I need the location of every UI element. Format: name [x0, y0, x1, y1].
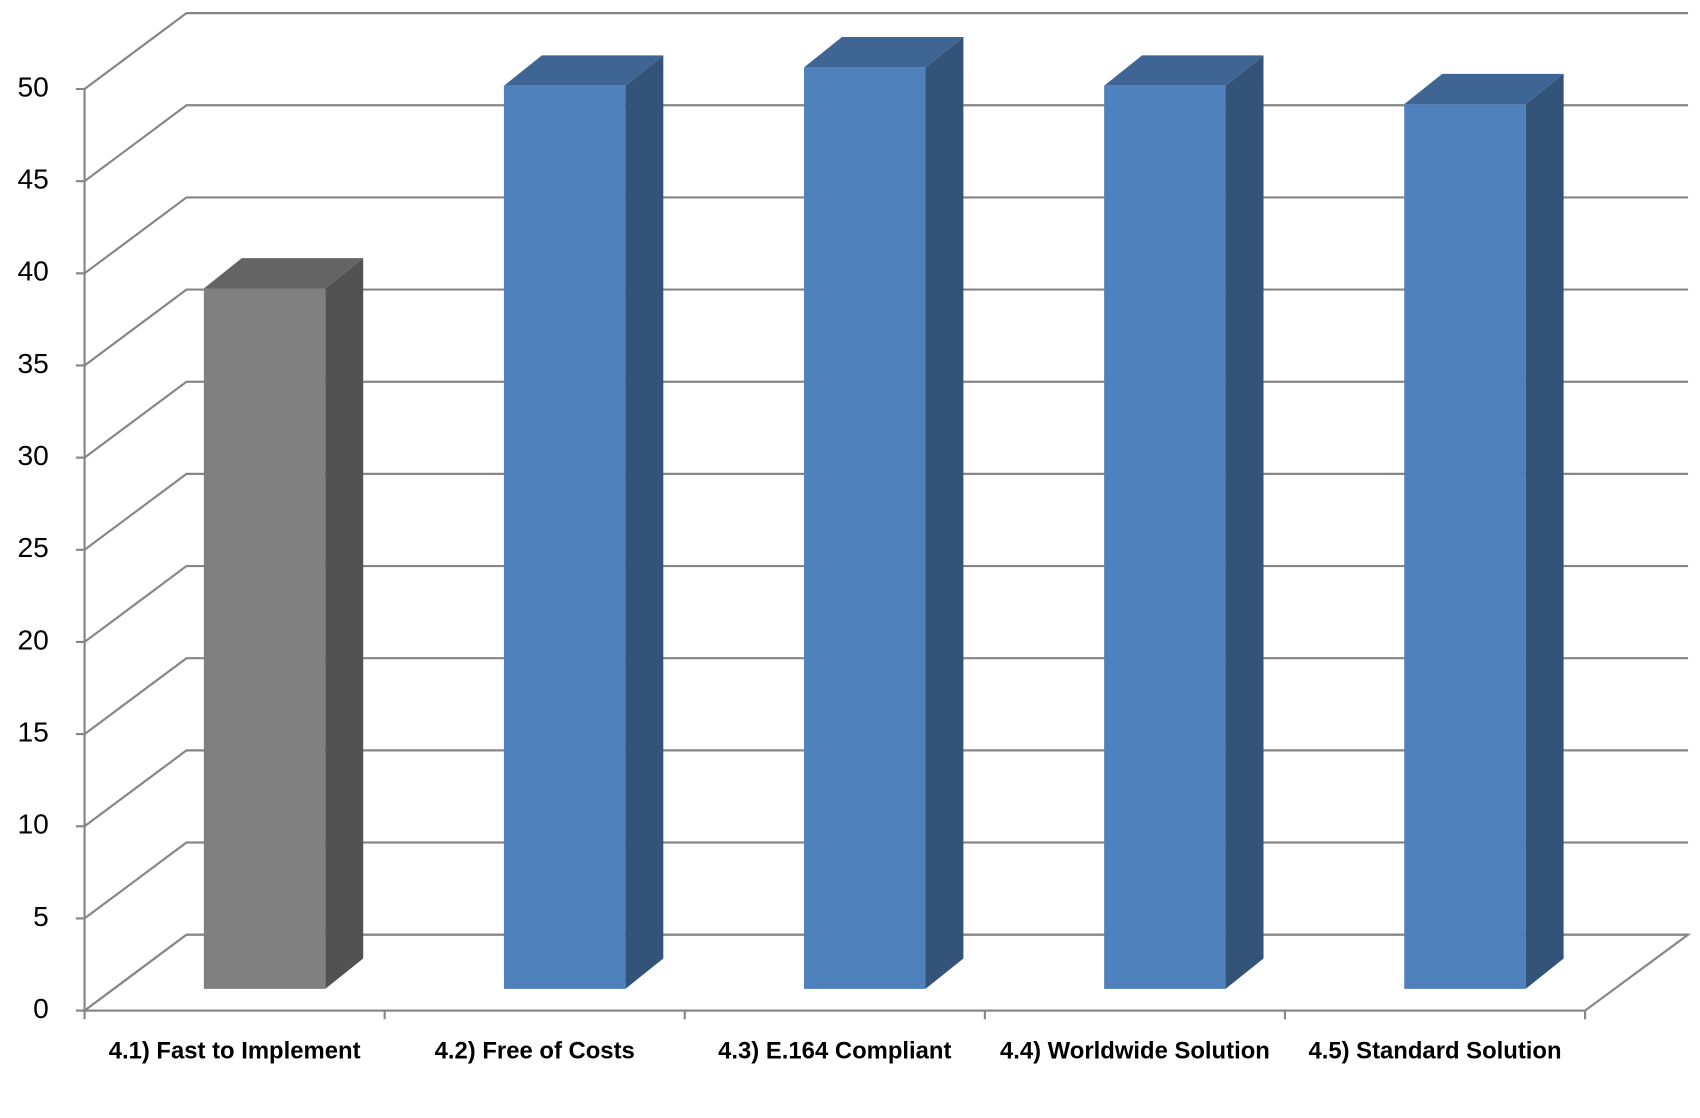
x-label-box: 4.2) Free of Costs [434, 1036, 635, 1064]
bar [1104, 55, 1264, 989]
bar-front [804, 67, 926, 989]
bar-side [325, 258, 364, 989]
x-tick-label: 4.1) Fast to Implement [108, 1036, 361, 1064]
bar [203, 258, 364, 989]
bar-side [625, 55, 664, 989]
grid-line [83, 12, 1689, 90]
x-label-box: 4.1) Fast to Implement [108, 1036, 361, 1064]
y-tick-label: 5 [33, 900, 49, 932]
bar-front [1404, 104, 1526, 989]
bar-side [1225, 55, 1264, 989]
x-tick-label: 4.4) Worldwide Solution [999, 1036, 1270, 1064]
bar-front [203, 288, 326, 989]
x-tick-label: 4.3) E.164 Compliant [718, 1036, 952, 1064]
bar-top [1104, 55, 1264, 86]
bar-side [925, 36, 964, 989]
bar [804, 36, 964, 989]
x-label-box: 4.4) Worldwide Solution [999, 1036, 1270, 1064]
y-tick-label: 30 [17, 439, 48, 471]
bar-top [1404, 73, 1564, 105]
y-tick-label: 45 [17, 163, 48, 195]
x-label-box: 4.3) E.164 Compliant [718, 1036, 952, 1064]
bar-top [804, 36, 964, 68]
y-tick-label: 15 [17, 716, 48, 748]
bar-side [1525, 73, 1564, 989]
y-tick-label: 25 [17, 531, 48, 563]
y-tick-label: 40 [17, 255, 48, 287]
y-tick-label: 50 [17, 70, 48, 102]
x-tick-label: 4.5) Standard Solution [1308, 1036, 1562, 1064]
x-tick-label: 4.2) Free of Costs [434, 1036, 635, 1064]
x-label-box: 4.5) Standard Solution [1308, 1036, 1562, 1064]
y-tick-label: 35 [17, 347, 48, 379]
y-tick-label: 0 [33, 992, 49, 1024]
bar [1404, 73, 1564, 989]
bar-front [503, 85, 626, 989]
bar-top [503, 55, 664, 86]
y-tick-label: 10 [17, 808, 48, 840]
bar-top [203, 258, 364, 289]
bar-front [1104, 85, 1226, 989]
bar [503, 55, 664, 989]
y-tick-label: 20 [17, 623, 48, 655]
